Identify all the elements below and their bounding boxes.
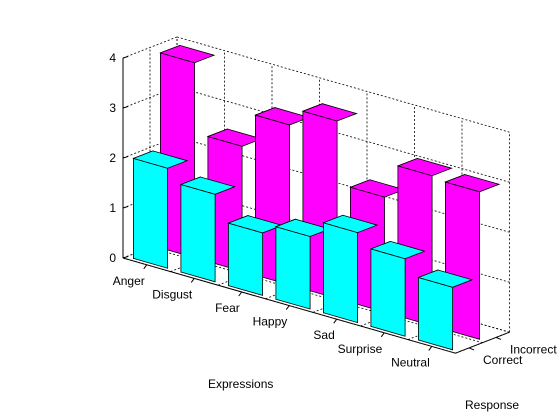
x-tick [285,305,290,310]
bar-incorrect-neutral [444,173,501,340]
bar-correct-anger [132,150,189,269]
x-tick [380,332,385,338]
x-tick-label: Happy [253,315,288,329]
x-tick [238,291,243,297]
x-tick [143,264,148,270]
bar-correct-neutral [417,269,474,351]
z-tick [122,56,129,59]
z-tick [122,156,129,159]
y-axis-line [455,331,510,354]
bar-top-face [159,44,216,64]
bar-front-face [322,222,359,324]
x-tick-label: Sad [313,328,334,342]
bar-top-face [322,214,379,234]
bars [132,44,501,351]
y-tick [468,347,475,351]
bar-top-face [132,150,189,169]
z-tick-label: 0 [109,251,116,265]
x-tick-label: Disgust [152,287,193,301]
y-tick-label: Correct [483,353,523,367]
bar-top-face [301,103,358,122]
grid-line-back-wall [176,36,510,133]
bar-front-face [417,276,454,351]
bar-top-face [444,174,501,193]
x-tick-label: Neutral [391,355,430,369]
x-axis-title: Expressions [208,377,273,391]
bar-front-face [180,183,216,283]
bar-correct-disgust [179,176,236,283]
z-tick [122,256,129,259]
axis-labels: Expressions Response 0 1 2 3 4 Anger Disgust Fe… [109,51,557,412]
x-tick-label: Surprise [338,342,383,356]
bar-front-face [227,222,264,296]
bar-front-face [132,157,169,269]
y-tick-label: Incorrect [510,342,557,356]
z-tick-label: 2 [109,151,116,165]
bar-front-face [370,248,406,337]
grid-line-left-wall [122,36,178,59]
z-tick [122,206,129,209]
z-tick-label: 4 [109,51,116,65]
bar-correct-happy [274,218,331,310]
x-tick-label: Fear [215,301,240,315]
y-tick [495,336,502,340]
bar-correct-fear [227,215,284,296]
z-tick [122,106,129,109]
x-tick [333,318,338,324]
z-tick-label: 1 [109,201,116,215]
y-axis-title: Response [465,398,519,412]
bar-top-face [417,269,474,288]
grid-line-back-wall [176,86,510,183]
x-tick-label: Anger [113,274,145,288]
x-tick [190,278,195,283]
bar-correct-surprise [369,240,426,337]
bar-top-face [369,240,426,260]
bar-correct-sad [322,214,379,324]
z-tick-label: 3 [109,101,116,115]
bar-top-face [396,157,453,177]
x-tick [428,346,433,351]
bar-front-face [275,226,311,310]
bar-top-face [179,176,236,195]
